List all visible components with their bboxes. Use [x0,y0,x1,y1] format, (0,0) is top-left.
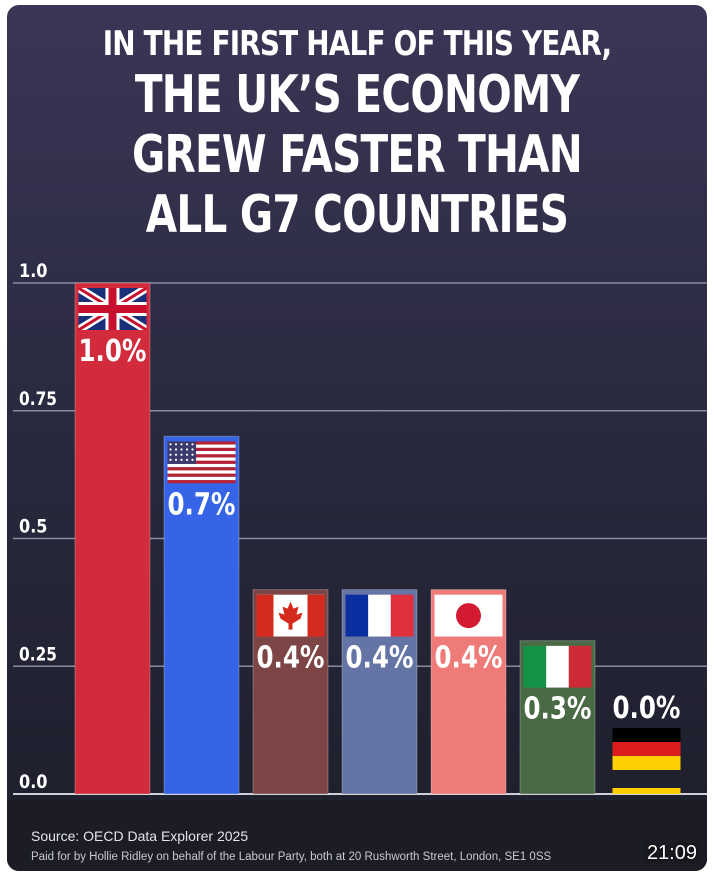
japan-flag-icon [434,594,503,637]
bar-france: 0.4% [341,589,418,795]
footer: Source: OECD Data Explorer 2025 Paid for… [7,800,707,871]
germany-flag-icon [612,728,681,770]
source-text: Source: OECD Data Explorer 2025 [31,828,249,844]
headline-line-4: ALL G7 COUNTRIES [145,185,569,245]
y-tick-label: 0.25 [19,643,57,665]
y-tick-label: 0.5 [19,516,48,538]
ad-card: IN THE FIRST HALF OF THIS YEAR, THE UK’S… [7,5,707,871]
data-label: 0.7% [168,487,236,522]
bar-rect [74,282,151,795]
bar-rect [163,435,240,795]
headline: IN THE FIRST HALF OF THIS YEAR, THE UK’S… [7,23,707,245]
y-tick-label: 0.75 [19,388,57,410]
bar-uk: 1.0% [74,282,151,795]
y-tick-label: 1.0 [19,260,48,282]
bar-japan: 0.4% [430,589,507,795]
bar-italy: 0.3% [519,640,596,795]
data-label: 0.4% [435,641,503,676]
gdp-growth-bar-chart: 1.0% 0.7% 0.4% 0.4% 0.4% 0.3% 0.0% 0.0 0.25 0.5 0… [13,260,707,795]
headline-line-2: THE UK’S ECONOMY [134,65,580,125]
data-label: 0.3% [524,692,592,727]
video-timer: 21:09 [646,842,697,864]
data-label: 0.0% [613,691,681,726]
y-tick-label: 0.0 [19,771,48,793]
data-label: 0.4% [346,641,414,676]
bar-germany: 0.0% [612,691,681,794]
data-label: 1.0% [79,334,147,369]
data-label: 0.4% [257,641,325,676]
bar-us: 0.7% [163,435,240,795]
bar-canada: 0.4% [252,589,329,795]
bar-rect [612,788,681,794]
italy-flag-icon [523,645,592,688]
headline-line-1: IN THE FIRST HALF OF THIS YEAR, [102,24,612,64]
uk-flag-icon [78,288,147,330]
canada-flag-icon [256,594,325,637]
headline-line-3: GREW FASTER THAN [132,125,583,185]
france-flag-icon [345,594,414,637]
imprint-text: Paid for by Hollie Ridley on behalf of t… [31,851,552,863]
us-flag-icon [167,441,236,484]
